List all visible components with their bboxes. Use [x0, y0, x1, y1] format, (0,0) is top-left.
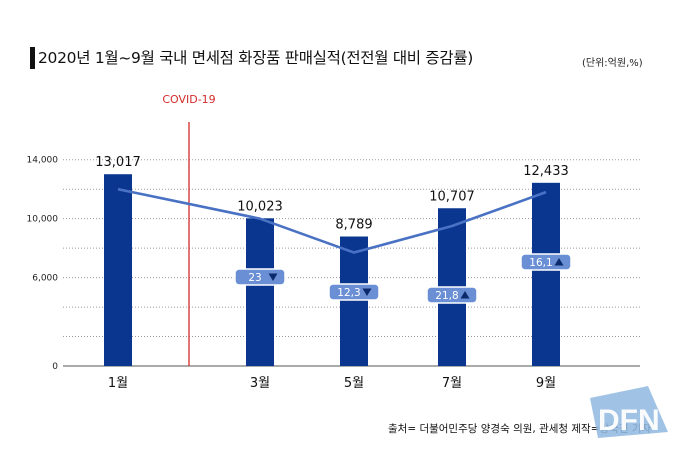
source-credit: 출처= 더불어민주당 양경숙 의원, 관세청 제작=양국진 기자 — [388, 423, 652, 435]
bar-1 — [104, 174, 132, 366]
change-label: 23 — [248, 272, 261, 284]
bar-3 — [340, 236, 368, 366]
change-label: 21,8 — [435, 290, 458, 302]
triangle-down-icon — [268, 273, 278, 281]
svg-text:DFN: DFN — [598, 404, 660, 437]
category-label: 1월 — [108, 376, 128, 391]
change-badge — [328, 283, 380, 301]
trend-line — [117, 187, 547, 254]
triangle-up-icon — [554, 258, 564, 266]
unit-note: (단위:억원,%) — [582, 58, 643, 69]
value-label: 8,789 — [335, 218, 372, 233]
change-label: 12,3 — [337, 287, 360, 299]
y-tick-label: 14,000 — [27, 156, 59, 166]
bar-2 — [246, 218, 274, 366]
category-label: 7월 — [442, 376, 462, 391]
y-tick-label: 10,000 — [27, 215, 59, 225]
category-label: 5월 — [344, 376, 364, 391]
category-label: 9월 — [536, 376, 556, 391]
value-label: 12,433 — [523, 164, 569, 179]
chart-title: 2020년 1월~9월 국내 면세점 화장품 판매실적(전전월 대비 증감률) — [38, 49, 474, 67]
dfn-logo: DFN — [590, 386, 668, 438]
bar-5 — [532, 182, 560, 366]
change-badge — [234, 268, 286, 286]
value-label: 10,023 — [237, 199, 283, 214]
y-tick-label: 6,000 — [32, 274, 58, 284]
change-badge — [426, 286, 478, 304]
change-badge — [520, 253, 572, 271]
change-label: 16,1 — [529, 257, 552, 269]
triangle-down-icon — [362, 288, 372, 296]
category-label: 3월 — [250, 376, 270, 391]
covid-annotation: COVID-19 — [162, 93, 215, 106]
triangle-up-icon — [460, 291, 470, 299]
value-label: 13,017 — [95, 155, 141, 170]
value-label: 10,707 — [429, 189, 475, 204]
y-tick-label: 0 — [52, 362, 58, 372]
title-accent-bar — [30, 47, 35, 69]
